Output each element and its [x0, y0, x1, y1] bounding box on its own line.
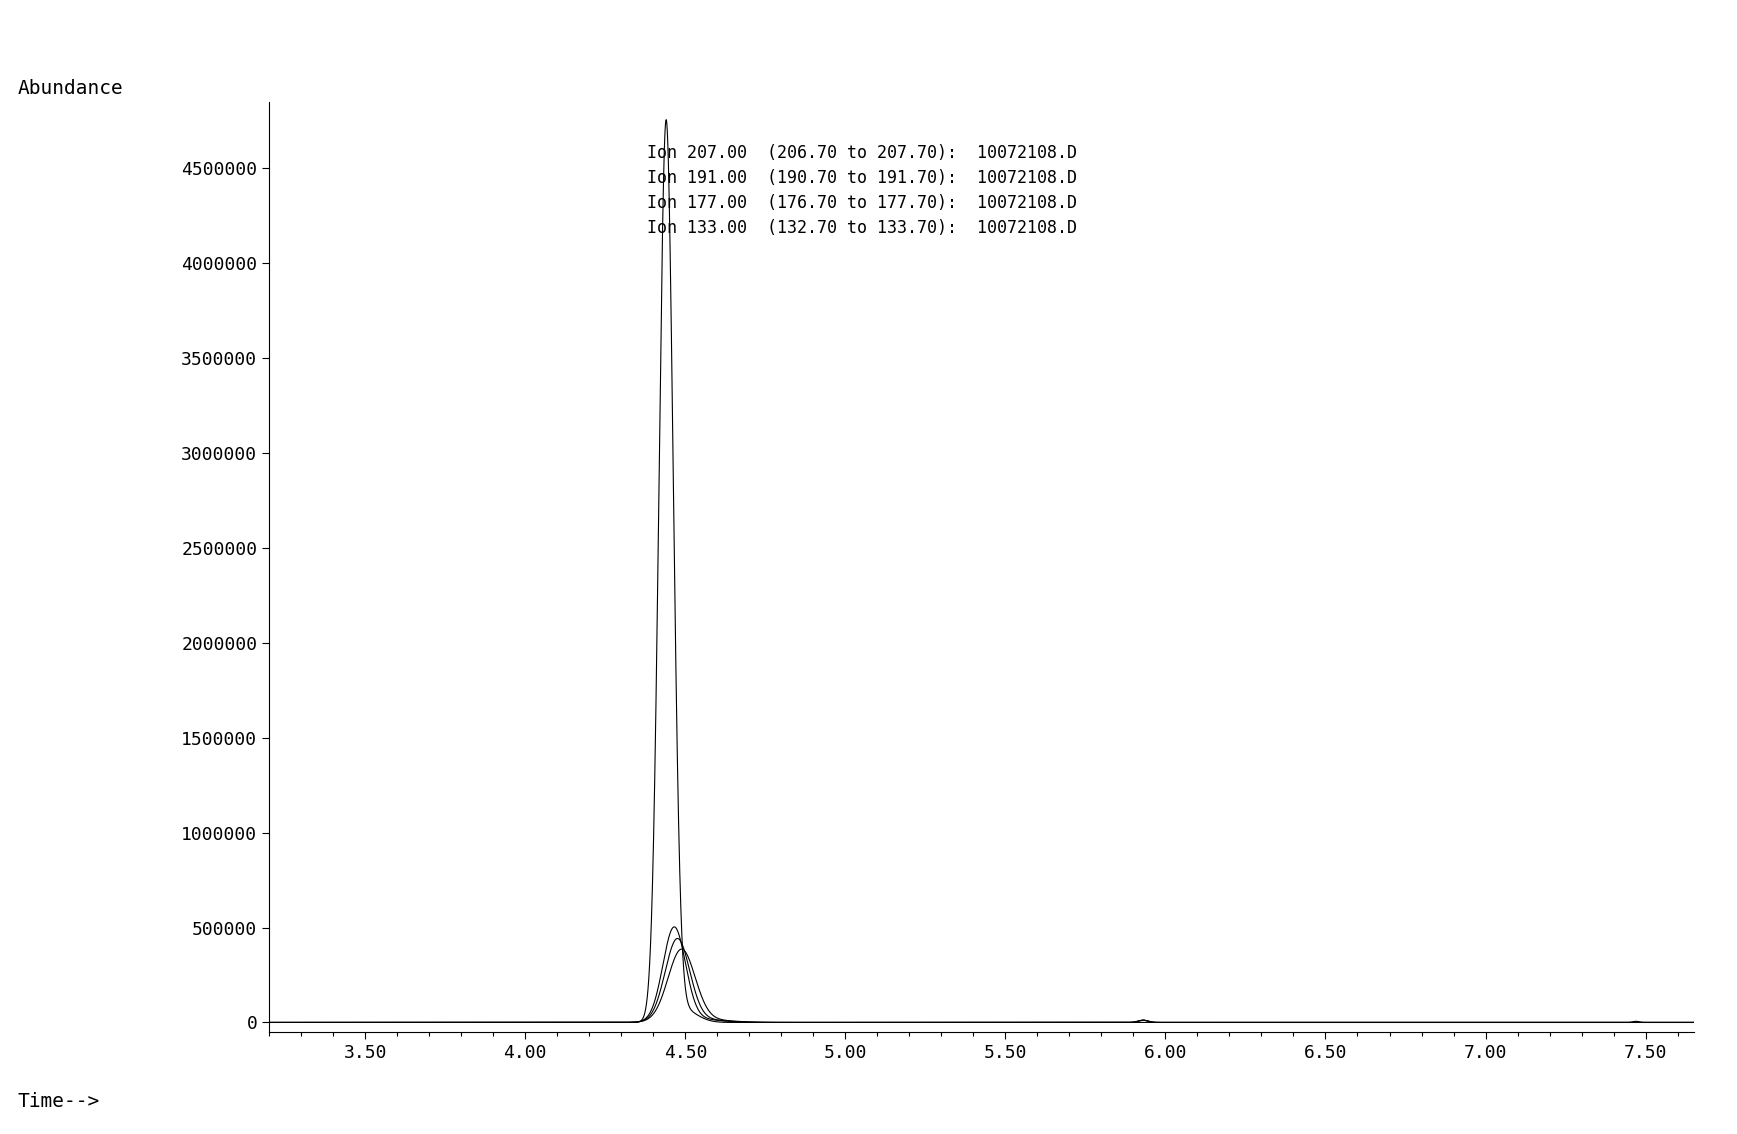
- Text: Ion 207.00  (206.70 to 207.70):  10072108.D
Ion 191.00  (190.70 to 191.70):  100: Ion 207.00 (206.70 to 207.70): 10072108.…: [646, 144, 1077, 237]
- Text: Time-->: Time-->: [17, 1092, 99, 1111]
- Text: Abundance: Abundance: [17, 79, 123, 99]
